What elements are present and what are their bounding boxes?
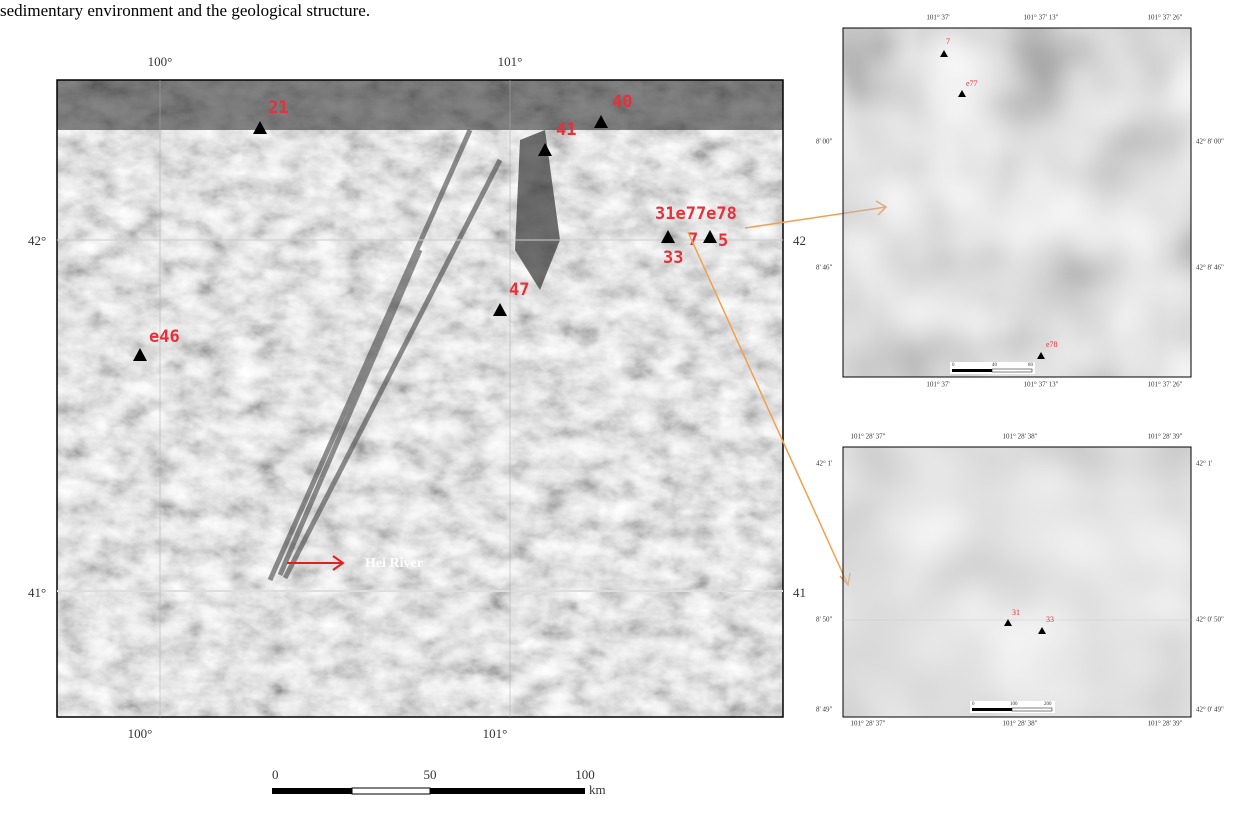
site-label: 47 <box>509 280 529 300</box>
scale-tick: 0 <box>272 767 279 782</box>
lat-label: 41 <box>793 585 806 600</box>
lat-label: 41° <box>28 585 46 600</box>
lon-label: 101° 37' <box>926 14 949 22</box>
lat-label: 42° 8' 00" <box>1196 138 1224 146</box>
lon-label: 101° 28' 38" <box>1003 433 1038 441</box>
inset-image <box>843 28 1191 377</box>
site-label: 33 <box>1046 615 1054 624</box>
lat-label: 8' 00" <box>816 138 833 146</box>
site-label: e78 <box>1046 340 1058 349</box>
lat-label: 8' 50" <box>816 616 833 624</box>
lon-label: 101° 37' <box>926 381 949 389</box>
lon-label: 101° 28' 37" <box>851 433 886 441</box>
caption: sedimentary environment and the geologic… <box>0 1 370 20</box>
lon-label: 101° <box>483 726 508 741</box>
scale-unit: km <box>589 782 606 797</box>
scale-segment <box>952 369 992 372</box>
lat-label: 42° <box>28 233 46 248</box>
river-label: Hei River <box>365 556 423 571</box>
site-label: 7 <box>688 230 698 250</box>
site-label: 21 <box>268 98 288 118</box>
lon-label: 101° 28' 37" <box>851 720 886 728</box>
lat-label: 8' 46" <box>816 264 833 272</box>
lon-label: 101° <box>498 54 523 69</box>
lat-label: 42° 8' 46" <box>1196 264 1224 272</box>
lat-label: 42° 1' <box>1196 460 1212 468</box>
lat-label: 42° 0' 49" <box>1196 706 1224 714</box>
inset-image <box>843 447 1191 717</box>
scale-tick: 50 <box>424 767 437 782</box>
lon-label: 101° 37' 26" <box>1148 14 1183 22</box>
lon-label: 101° 37' 13" <box>1024 14 1059 22</box>
scale-segment <box>352 788 430 794</box>
site-label: e46 <box>149 327 180 347</box>
scale-tick: 100 <box>1010 702 1018 707</box>
main-map: 100° 101° 42° 41° 42 41 100° 101° 21 40 … <box>28 54 806 798</box>
scale-bar: 0 50 100 km <box>270 767 606 798</box>
scale-tick: 200 <box>1044 702 1052 707</box>
scale-tick: 100 <box>575 767 595 782</box>
lon-label: 100° <box>148 54 173 69</box>
lat-label: 42° 0' 50" <box>1196 616 1224 624</box>
scale-segment <box>430 788 585 794</box>
lon-label: 101° 37' 13" <box>1024 381 1059 389</box>
lon-label: 101° 28' 38" <box>1003 720 1038 728</box>
site-label: 31 <box>1012 608 1020 617</box>
site-label: 5 <box>718 231 728 251</box>
lat-label: 42 <box>793 233 806 248</box>
lon-label: 101° 28' 39" <box>1148 720 1183 728</box>
site-label: 7 <box>946 37 950 46</box>
lon-label: 101° 37' 26" <box>1148 381 1183 389</box>
lat-label: 42° 1' <box>816 460 832 468</box>
inset-bottom: 101° 28' 37" 101° 28' 38" 101° 28' 39" 1… <box>816 433 1224 728</box>
inset-top: 101° 37' 101° 37' 13" 101° 37' 26" 101° … <box>816 14 1224 389</box>
lon-label: 101° 28' 39" <box>1148 433 1183 441</box>
scale-tick: 80 <box>1028 363 1034 368</box>
lon-label: 100° <box>128 726 153 741</box>
dark-terrain <box>57 80 783 130</box>
satellite-image <box>57 80 783 717</box>
scale-segment <box>272 788 352 794</box>
site-label: e77 <box>966 79 978 88</box>
site-label: 33 <box>663 248 683 268</box>
scale-segment <box>1012 708 1052 711</box>
scale-segment <box>992 369 1032 372</box>
figure: sedimentary environment and the geologic… <box>0 0 1237 827</box>
scale-tick: 40 <box>992 363 998 368</box>
site-label: 40 <box>612 92 632 112</box>
scale-segment <box>972 708 1012 711</box>
site-label: 41 <box>556 120 576 140</box>
lat-label: 8' 49" <box>816 706 833 714</box>
site-label: 31e77e78 <box>655 204 737 224</box>
